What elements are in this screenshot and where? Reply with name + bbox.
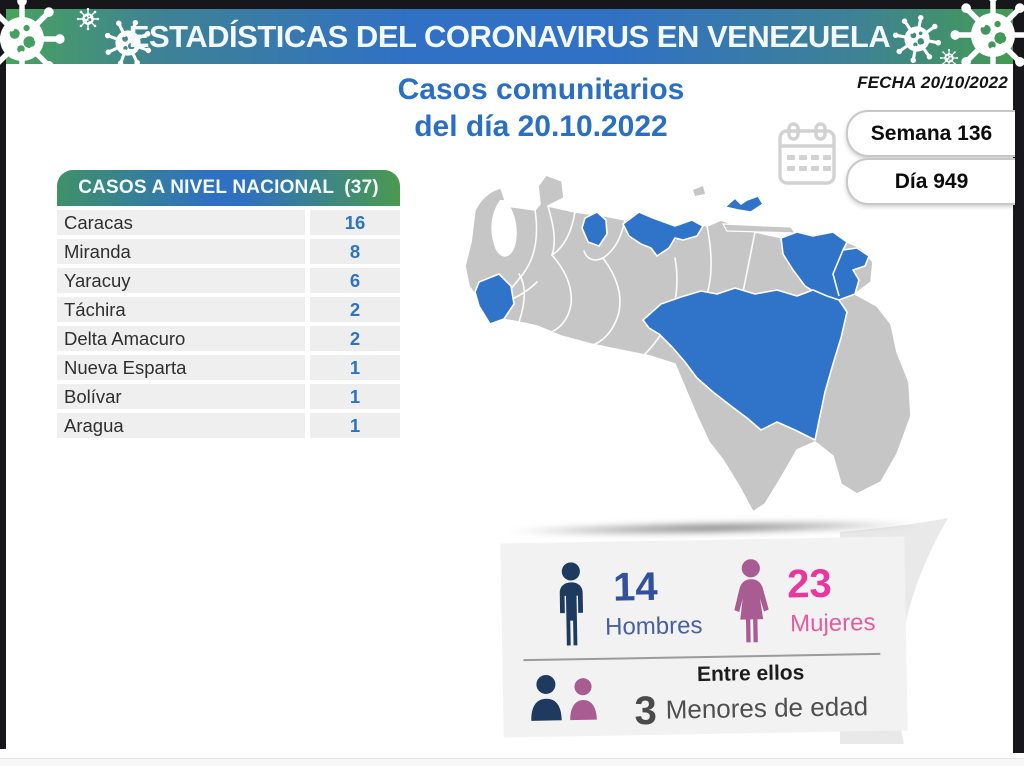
frame-left bbox=[0, 9, 6, 749]
dia-badge: Día 949 bbox=[846, 158, 1015, 205]
men-label: Hombres bbox=[604, 612, 703, 641]
venezuela-map bbox=[464, 174, 912, 513]
minors-block: Entre ellos 3 Menores de edad bbox=[610, 659, 891, 735]
state-bolivar bbox=[642, 287, 848, 441]
case-count-cell: 2 bbox=[310, 326, 400, 351]
minors-count: 3 bbox=[634, 688, 658, 734]
table-row: Bolívar 1 bbox=[57, 384, 400, 409]
calendar-icon bbox=[778, 122, 836, 185]
case-count-cell: 1 bbox=[310, 413, 400, 438]
state-name-cell: Bolívar bbox=[57, 384, 305, 409]
banner-title: ESTADÍSTICAS DEL CORONAVIRUS EN VENEZUEL… bbox=[128, 19, 891, 54]
semana-badge: Semana 136 bbox=[846, 110, 1015, 157]
gender-panel: 14 Hombres 23 Mujeres Entre ellos 3 Men bbox=[500, 536, 908, 738]
table-row: Táchira 2 bbox=[57, 297, 400, 322]
heading-line1: Casos comunitarios bbox=[397, 73, 685, 106]
title-banner: ESTADÍSTICAS DEL CORONAVIRUS EN VENEZUEL… bbox=[6, 9, 1013, 64]
state-name-cell: Táchira bbox=[57, 297, 305, 322]
state-miranda-caracas-aragua bbox=[622, 211, 704, 257]
case-count-cell: 16 bbox=[310, 210, 400, 235]
state-name-cell: Nueva Esparta bbox=[57, 355, 305, 380]
state-name-cell: Aragua bbox=[57, 413, 305, 438]
table-row: Caracas 16 bbox=[57, 210, 400, 235]
state-delta-border bbox=[832, 249, 844, 297]
table-row: Miranda 8 bbox=[57, 239, 400, 264]
minors-label: Menores de edad bbox=[665, 691, 869, 725]
bottom-strip bbox=[0, 758, 1024, 766]
state-tachira bbox=[474, 273, 515, 325]
heading-line2: del día 20.10.2022 bbox=[414, 110, 668, 143]
state-nueva-esparta bbox=[724, 195, 764, 213]
case-count-cell: 8 bbox=[310, 239, 400, 264]
women-label: Mujeres bbox=[789, 609, 876, 638]
state-name-cell: Delta Amacuro bbox=[57, 326, 305, 351]
case-count-cell: 6 bbox=[310, 268, 400, 293]
small-island bbox=[693, 186, 705, 196]
fecha-label: FECHA 20/10/2022 bbox=[857, 73, 1008, 92]
cases-table-header: CASOS A NIVEL NACIONAL (37) bbox=[57, 170, 400, 206]
state-name-cell: Caracas bbox=[57, 210, 305, 235]
table-row: Yaracuy 6 bbox=[57, 268, 400, 293]
state-name-cell: Yaracuy bbox=[57, 268, 305, 293]
table-row: Aragua 1 bbox=[57, 413, 400, 438]
men-count: 14 bbox=[612, 564, 659, 610]
page-heading: Casos comunitarios del día 20.10.2022 bbox=[361, 71, 721, 145]
minors-intro: Entre ellos bbox=[696, 661, 805, 687]
cases-table-title: CASOS A NIVEL NACIONAL bbox=[78, 177, 335, 198]
frame-right bbox=[1013, 9, 1024, 753]
state-name-cell: Miranda bbox=[57, 239, 305, 264]
minors-icons bbox=[531, 674, 597, 721]
table-row: Nueva Esparta 1 bbox=[57, 355, 400, 380]
case-count-cell: 1 bbox=[310, 384, 400, 409]
female-icon bbox=[734, 559, 769, 643]
araya-peninsula bbox=[721, 223, 797, 234]
lake-maracaibo bbox=[491, 200, 517, 257]
male-icon bbox=[559, 562, 584, 646]
case-count-cell: 1 bbox=[310, 355, 400, 380]
table-row: Delta Amacuro 2 bbox=[57, 326, 400, 351]
women-count: 23 bbox=[786, 561, 832, 607]
state-yaracuy bbox=[581, 211, 608, 247]
frame-top bbox=[0, 0, 1024, 9]
cases-table-total: (37) bbox=[344, 177, 379, 198]
case-count-cell: 2 bbox=[310, 297, 400, 322]
state-sucre-monagas bbox=[780, 231, 870, 301]
